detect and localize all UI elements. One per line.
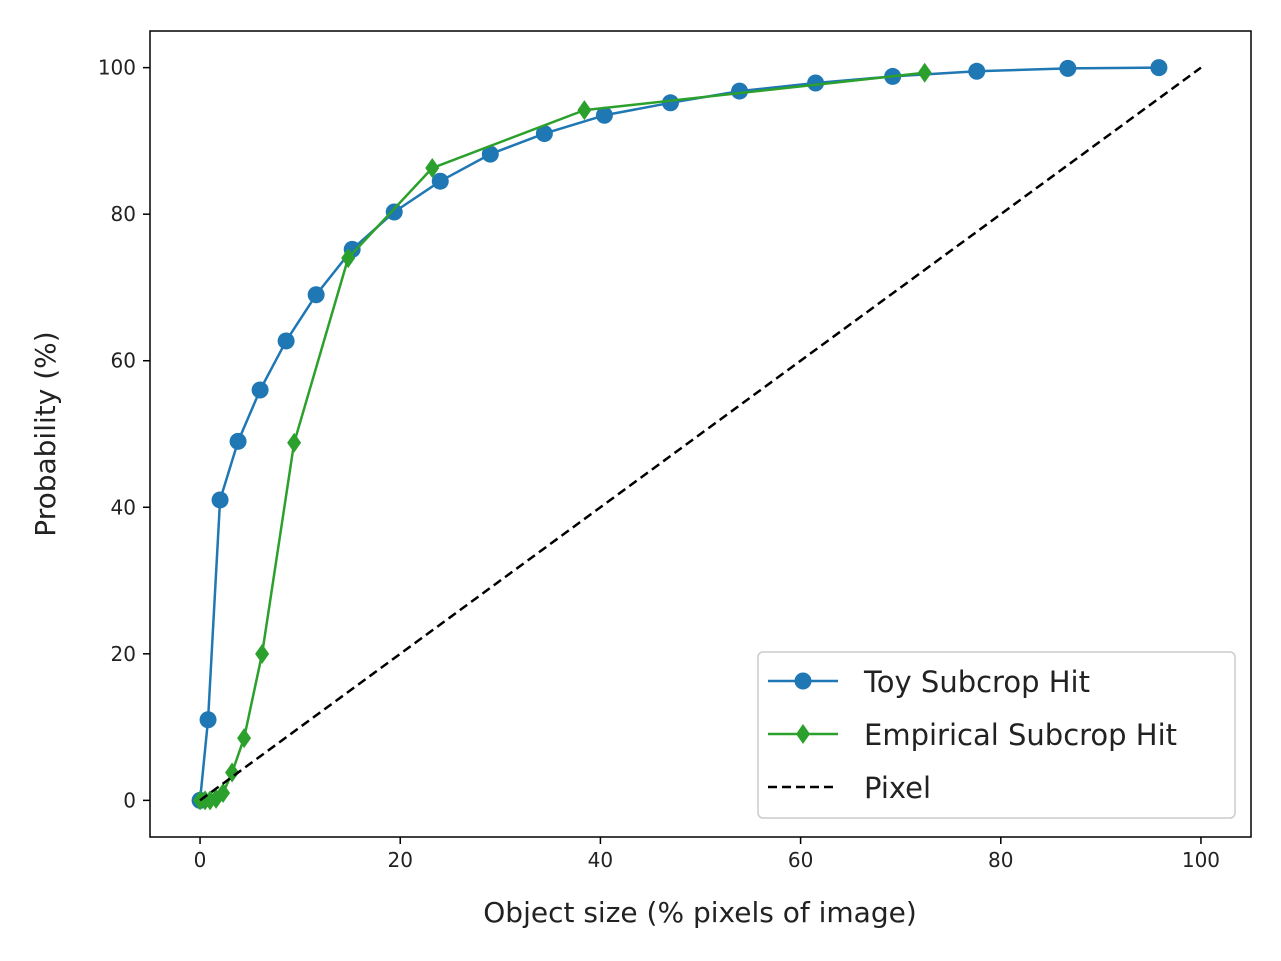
toy-subcrop-hit-point	[661, 94, 679, 112]
x-tick-label: 40	[588, 848, 613, 872]
legend-box	[757, 651, 1236, 819]
x-tick-label: 80	[988, 848, 1013, 872]
toy-subcrop-hit-point	[1150, 59, 1168, 77]
toy-subcrop-hit-point	[251, 381, 269, 399]
toy-subcrop-hit-point	[807, 74, 825, 92]
legend-marker-toy-subcrop-hit	[794, 672, 812, 690]
empirical-subcrop-hit-point	[425, 158, 440, 179]
y-axis-label: Probability (%)	[29, 331, 62, 536]
legend-marker-empirical-subcrop-hit	[796, 724, 810, 744]
toy-subcrop-hit-point	[277, 332, 295, 350]
toy-subcrop-hit-point	[535, 125, 553, 143]
toy-subcrop-hit-point	[481, 145, 499, 163]
legend-label-empirical-subcrop-hit: Empirical Subcrop Hit	[864, 718, 1177, 752]
empirical-subcrop-hit-point	[255, 643, 270, 664]
empirical-subcrop-hit-point	[225, 762, 240, 783]
toy-subcrop-hit-point	[307, 286, 325, 304]
toy-subcrop-hit-point	[385, 203, 403, 221]
x-axis-ticks: 0 20 40 60 80 100	[194, 837, 1220, 872]
x-tick-label: 60	[788, 848, 813, 872]
x-tick-label: 0	[194, 848, 207, 872]
toy-subcrop-hit-point	[229, 432, 247, 450]
toy-subcrop-hit-point	[1059, 59, 1077, 77]
toy-subcrop-hit-point	[199, 711, 217, 729]
empirical-subcrop-hit-point	[237, 728, 252, 749]
toy-subcrop-hit-point	[731, 82, 749, 100]
empirical-subcrop-hit-point	[216, 783, 231, 804]
series-layer	[191, 59, 1202, 811]
toy-subcrop-hit-point	[431, 172, 449, 190]
y-tick-label: 80	[111, 202, 136, 226]
empirical-subcrop-hit-point	[577, 100, 592, 121]
legend-label-toy-subcrop-hit: Toy Subcrop Hit	[863, 665, 1090, 699]
toy-subcrop-hit-point	[595, 106, 613, 124]
empirical-subcrop-hit-point	[341, 248, 356, 269]
empirical-subcrop-hit-point	[917, 62, 932, 83]
x-axis-label: Object size (% pixels of image)	[483, 896, 917, 929]
y-tick-label: 20	[111, 642, 136, 666]
toy-subcrop-hit-point	[211, 491, 229, 509]
pixel-line	[199, 66, 1202, 802]
empirical-subcrop-hit-point	[287, 432, 302, 453]
y-axis-ticks: 0 20 40 60 80 100	[98, 56, 150, 812]
legend: Toy Subcrop Hit Empirical Subcrop Hit Pixe…	[757, 651, 1236, 819]
x-tick-label: 20	[388, 848, 413, 872]
y-tick-label: 0	[123, 788, 136, 812]
y-tick-label: 40	[111, 495, 136, 519]
y-tick-label: 100	[98, 56, 136, 80]
x-tick-label: 100	[1182, 848, 1220, 872]
toy-subcrop-hit-point	[968, 62, 986, 80]
y-tick-label: 60	[111, 349, 136, 373]
legend-label-pixel: Pixel	[864, 771, 931, 805]
